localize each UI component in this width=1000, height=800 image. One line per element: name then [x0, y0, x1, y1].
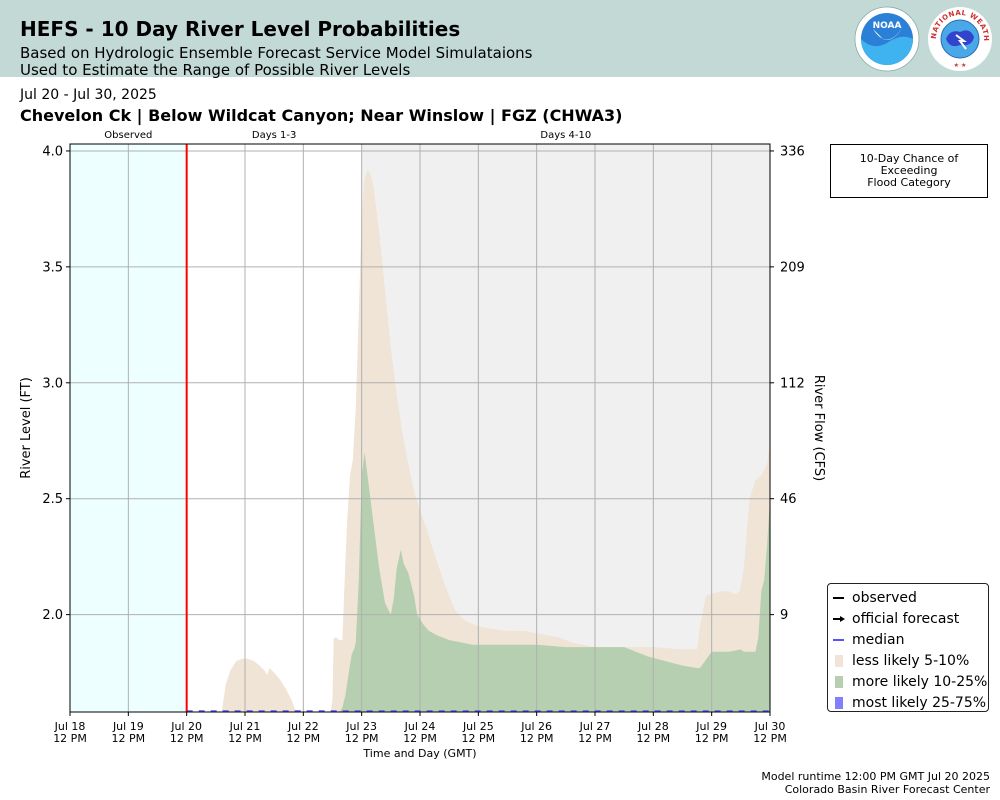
- x-tick-label-time: 12 PM: [53, 732, 87, 745]
- y2-tick-label: 112: [780, 376, 805, 391]
- y2-tick-label: 46: [780, 492, 797, 507]
- flood-box-line-3: Flood Category: [867, 176, 951, 189]
- legend-item-official-forecast: official forecast: [833, 608, 988, 629]
- x-tick-label-time: 12 PM: [170, 732, 204, 745]
- x-tick-label-time: 12 PM: [228, 732, 262, 745]
- x-tick-label-time: 12 PM: [287, 732, 321, 745]
- region-label-observed: Observed: [104, 130, 152, 141]
- legend-symbol-less-likely: [835, 654, 843, 667]
- flood-category-box: 10-Day Chance of Exceeding Flood Categor…: [830, 144, 988, 198]
- model-runtime: Model runtime 12:00 PM GMT Jul 20 2025: [761, 770, 990, 783]
- legend-item-most-likely: most likely 25-75%: [833, 692, 988, 713]
- y-tick-label: 2.0: [42, 608, 63, 623]
- x-tick-label-time: 12 PM: [403, 732, 437, 745]
- x-tick-label-date: Jul 19: [112, 720, 144, 733]
- y-tick-label: 3.5: [42, 260, 63, 275]
- flood-box-line-2: Exceeding: [880, 164, 938, 177]
- date-range: Jul 20 - Jul 30, 2025: [20, 87, 157, 103]
- x-tick-label-date: Jul 21: [229, 720, 261, 733]
- noaa-logo-text: NOAA: [873, 21, 902, 31]
- legend-label-official-forecast: official forecast: [852, 610, 960, 627]
- page-title: HEFS - 10 Day River Level Probabilities: [20, 17, 461, 41]
- y2-tick-label: 209: [780, 260, 805, 275]
- y2-tick-label: 336: [780, 144, 805, 159]
- legend-symbol-official-forecast: [833, 613, 845, 625]
- x-tick-label-time: 12 PM: [637, 732, 671, 745]
- chart-marks: [185, 144, 770, 712]
- chart-grid: [69, 144, 771, 712]
- x-tick-label-date: Jul 20: [170, 720, 202, 733]
- legend-item-less-likely: less likely 5-10%: [833, 650, 988, 671]
- x-tick-label-time: 12 PM: [112, 732, 146, 745]
- legend-item-observed: observed: [833, 587, 988, 608]
- x-tick-label-date: Jul 24: [404, 720, 436, 733]
- y-axis-label: River Level (FT): [19, 377, 34, 479]
- x-tick-label-time: 12 PM: [578, 732, 612, 745]
- y2-axis-label: River Flow (CFS): [811, 375, 826, 481]
- subtitle-line-1: Based on Hydrologic Ensemble Forecast Se…: [20, 44, 533, 62]
- chart-legend: observed official forecast median less l…: [827, 583, 989, 712]
- band-less-likely-5-10-: [221, 169, 770, 712]
- x-axis-label: Time and Day (GMT): [362, 747, 476, 760]
- x-tick-label-time: 12 PM: [753, 732, 787, 745]
- x-tick-label-date: Jul 26: [520, 720, 552, 733]
- x-tick-label-date: Jul 30: [754, 720, 786, 733]
- x-tick-label-date: Jul 28: [637, 720, 669, 733]
- noaa-logo-icon: NOAA: [854, 6, 920, 72]
- x-tick-label-date: Jul 27: [579, 720, 611, 733]
- band-more-likely-10-25-: [339, 452, 770, 712]
- legend-symbol-more-likely: [835, 675, 843, 688]
- nws-logo-icon: NATIONAL WEATHER SERVICE ★ ★: [926, 5, 992, 71]
- y-tick-label: 3.0: [42, 376, 63, 391]
- legend-label-most-likely: most likely 25-75%: [852, 694, 987, 711]
- legend-symbol-observed: [833, 592, 845, 604]
- x-tick-label-time: 12 PM: [520, 732, 554, 745]
- legend-label-less-likely: less likely 5-10%: [852, 652, 970, 669]
- station-title: Chevelon Ck | Below Wildcat Canyon; Near…: [20, 106, 623, 125]
- legend-symbol-most-likely: [835, 696, 843, 709]
- x-tick-label-date: Jul 23: [345, 720, 377, 733]
- x-tick-label-date: Jul 18: [54, 720, 86, 733]
- x-tick-label-time: 12 PM: [462, 732, 496, 745]
- flood-box-line-1: 10-Day Chance of: [859, 152, 959, 165]
- x-tick-label-time: 12 PM: [695, 732, 729, 745]
- x-tick-label-date: Jul 29: [695, 720, 727, 733]
- legend-label-observed: observed: [852, 589, 917, 606]
- legend-label-more-likely: more likely 10-25%: [852, 673, 988, 690]
- x-tick-label-date: Jul 22: [287, 720, 319, 733]
- svg-text:★ ★: ★ ★: [954, 62, 967, 69]
- chart-axes: [66, 143, 774, 716]
- region-label-days-4-10: Days 4-10: [540, 130, 591, 141]
- header-banner: HEFS - 10 Day River Level Probabilities …: [0, 0, 1000, 79]
- region-days-1-3: [186, 144, 362, 712]
- x-tick-label-date: Jul 25: [462, 720, 494, 733]
- region-label-days-1-3: Days 1-3: [252, 130, 296, 141]
- legend-symbol-median: [833, 634, 845, 646]
- x-tick-label-time: 12 PM: [345, 732, 379, 745]
- y-tick-label: 4.0: [42, 144, 63, 159]
- legend-label-median: median: [852, 631, 905, 648]
- forecast-center: Colorado Basin River Forecast Center: [784, 783, 990, 796]
- y2-tick-label: 9: [780, 608, 788, 623]
- subtitle-line-2: Used to Estimate the Range of Possible R…: [20, 61, 411, 79]
- y-tick-label: 2.5: [42, 492, 63, 507]
- legend-item-more-likely: more likely 10-25%: [833, 671, 988, 692]
- legend-item-median: median: [833, 629, 988, 650]
- chart-bands: [221, 169, 770, 712]
